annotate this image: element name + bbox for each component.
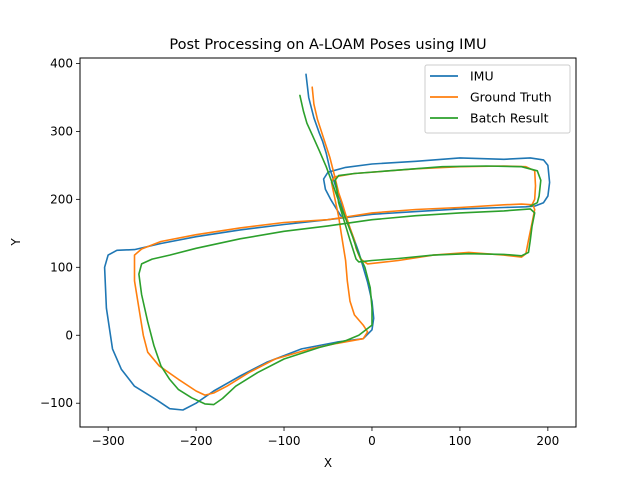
legend-label-imu: IMU (470, 69, 494, 84)
axes-frame (79, 57, 577, 428)
x-tick-label: 200 (536, 434, 559, 448)
y-axis-label: Y (9, 238, 23, 247)
series-layer (103, 73, 551, 411)
y-axis-ticks: −100 0 100 200 300 400 (40, 56, 80, 410)
legend-label-ground-truth: Ground Truth (470, 90, 552, 105)
legend-label-batch-result: Batch Result (470, 111, 549, 126)
x-tick-label: 100 (448, 434, 471, 448)
y-tick-label: 200 (50, 192, 73, 206)
y-tick-label: 0 (65, 328, 73, 342)
x-tick-label: −200 (180, 434, 213, 448)
legend-frame (424, 64, 571, 134)
series-line-batch-result (138, 94, 542, 406)
y-tick-label: 400 (50, 56, 73, 70)
y-tick-label: 100 (50, 260, 73, 274)
chart-title: Post Processing on A-LOAM Poses using IM… (169, 37, 486, 53)
legend: IMU Ground Truth Batch Result (424, 64, 571, 134)
x-tick-label: 0 (368, 434, 376, 448)
y-tick-label: 300 (50, 124, 73, 138)
legend-items: IMU Ground Truth Batch Result (430, 69, 552, 126)
y-tick-label: −100 (40, 396, 73, 410)
x-tick-label: −300 (92, 434, 125, 448)
x-axis-label: X (324, 456, 332, 470)
x-axis-ticks: −300 −200 −100 0 100 200 (92, 427, 559, 448)
x-tick-label: −100 (268, 434, 301, 448)
